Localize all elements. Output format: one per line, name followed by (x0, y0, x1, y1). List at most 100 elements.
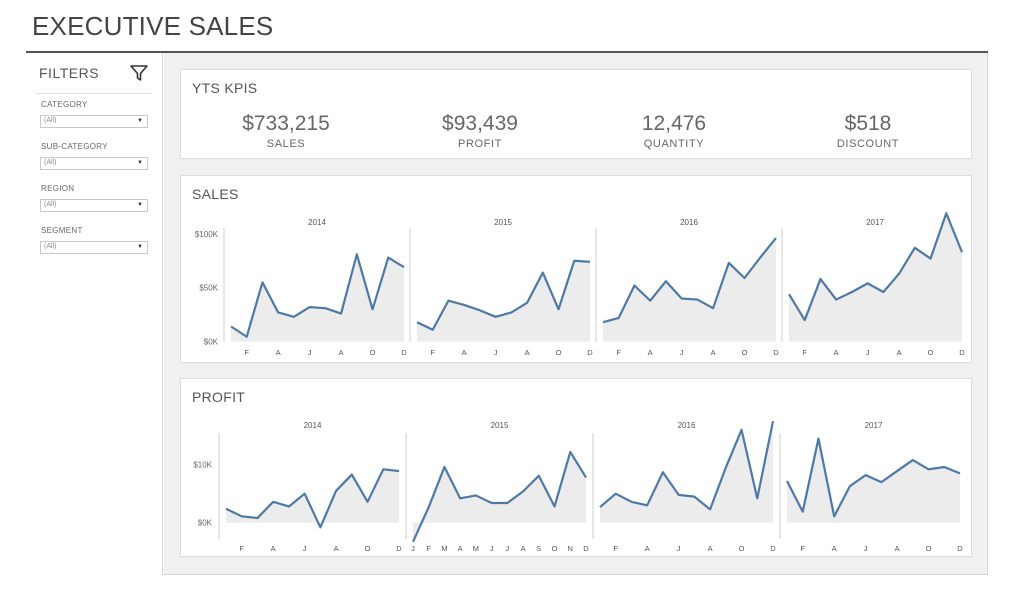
year-label: 2014 (308, 218, 326, 227)
series-line (602, 237, 777, 324)
x-tick-label: A (897, 348, 902, 357)
x-tick-label: A (339, 348, 344, 357)
y-tick-label: $0K (198, 519, 213, 528)
title-divider (26, 51, 988, 53)
filters-title: FILTERS (39, 65, 100, 81)
y-tick-label: $0K (204, 338, 219, 347)
year-label: 2017 (865, 421, 883, 430)
chevron-down-icon: ▼ (137, 202, 143, 208)
x-tick-label: O (739, 544, 745, 553)
x-tick-label: O (370, 348, 376, 357)
x-tick-label: D (401, 348, 407, 357)
kpi-profit: $93,439 PROFIT (380, 112, 580, 150)
x-tick-label: O (928, 348, 934, 357)
x-tick-label: A (521, 544, 526, 553)
x-tick-label: A (711, 348, 716, 357)
filter-segment-dropdown[interactable]: (All) ▼ (40, 241, 148, 254)
x-tick-label: O (365, 544, 371, 553)
filter-sub-category-dropdown[interactable]: (All) ▼ (40, 157, 148, 170)
profit-panel: PROFIT $0K $10K 2014 F A J A O D 2015 J F M A M J J A S O N D… (180, 378, 972, 557)
x-tick-label: J (864, 544, 868, 553)
sales-panel: SALES $0K $50K $100K 2014 F A J A O D 2015 F A J A O D 20… (180, 175, 972, 363)
kpi-sales-value: $733,215 (242, 112, 330, 135)
filter-sub-category-value: (All) (44, 159, 57, 166)
series-area (603, 238, 776, 342)
x-tick-label: M (473, 544, 479, 553)
x-tick-label: F (239, 544, 244, 553)
x-tick-label: J (680, 348, 684, 357)
series-line (599, 420, 775, 511)
x-tick-label: J (677, 544, 681, 553)
x-tick-label: F (616, 348, 621, 357)
x-tick-label: S (536, 544, 541, 553)
series-line (225, 468, 400, 529)
x-tick-label: A (645, 544, 650, 553)
year-label: 2016 (680, 218, 698, 227)
x-tick-label: O (556, 348, 562, 357)
x-tick-label: D (957, 544, 963, 553)
x-tick-label: J (411, 544, 415, 553)
x-tick-label: J (308, 348, 312, 357)
x-tick-label: A (276, 348, 281, 357)
filter-category-value: (All) (44, 117, 57, 124)
sales-chart: $0K $50K $100K 2014 F A J A O D 2015 F A J A O D 2016 F A J A… (195, 212, 965, 357)
kpi-quantity: 12,476 QUANTITY (574, 112, 774, 150)
x-tick-label: J (494, 348, 498, 357)
x-tick-label: J (866, 348, 870, 357)
year-label: 2015 (491, 421, 509, 430)
filter-region-value: (All) (44, 201, 57, 208)
kpi-sales: $733,215 SALES (186, 112, 386, 150)
filter-category-dropdown[interactable]: (All) ▼ (40, 115, 148, 128)
x-tick-label: A (271, 544, 276, 553)
series-area (231, 254, 404, 342)
x-tick-label: D (587, 348, 593, 357)
x-tick-label: O (742, 348, 748, 357)
profit-chart: $0K $10K 2014 F A J A O D 2015 J F M A M J J A S O N D 2016 F A J… (193, 420, 963, 553)
x-tick-label: O (552, 544, 558, 553)
year-label: 2016 (678, 421, 696, 430)
year-label: 2015 (494, 218, 512, 227)
x-tick-label: A (458, 544, 463, 553)
y-tick-label: $100K (195, 230, 219, 239)
y-tick-label: $10K (193, 461, 212, 470)
x-tick-label: D (959, 348, 965, 357)
x-tick-label: F (613, 544, 618, 553)
x-tick-label: F (244, 348, 249, 357)
kpi-profit-value: $93,439 (442, 112, 518, 135)
chevron-down-icon: ▼ (137, 244, 143, 250)
kpi-profit-label: PROFIT (458, 138, 502, 150)
filters-pane: FILTERS CATEGORY (All) ▼ SUB-CATEGORY (A… (26, 53, 163, 575)
x-tick-label: A (462, 348, 467, 357)
x-tick-label: J (490, 544, 494, 553)
chevron-down-icon: ▼ (137, 118, 143, 124)
kpi-quantity-label: QUANTITY (643, 138, 705, 150)
series-line (788, 212, 964, 322)
series-area (789, 213, 962, 342)
x-tick-label: F (800, 544, 805, 553)
x-tick-label: J (303, 544, 307, 553)
filter-category-label: CATEGORY (41, 100, 88, 109)
kpi-discount: $518 DISCOUNT (768, 112, 968, 150)
y-tick-label: $50K (199, 284, 218, 293)
x-tick-label: A (525, 348, 530, 357)
series-area (417, 260, 590, 342)
x-tick-label: F (802, 348, 807, 357)
kpi-discount-label: DISCOUNT (836, 138, 900, 150)
x-tick-label: N (568, 544, 573, 553)
series-line (786, 437, 961, 518)
filter-sub-category-label: SUB-CATEGORY (41, 142, 108, 151)
filter-region-label: REGION (41, 184, 75, 193)
x-tick-label: D (770, 544, 776, 553)
filters-divider (36, 93, 152, 94)
funnel-icon[interactable] (129, 63, 149, 83)
filter-region-dropdown[interactable]: (All) ▼ (40, 199, 148, 212)
x-tick-label: A (895, 544, 900, 553)
series-line (230, 253, 405, 338)
filter-segment-value: (All) (44, 243, 57, 250)
series-area (413, 451, 586, 542)
x-tick-label: A (708, 544, 713, 553)
chevron-down-icon: ▼ (137, 160, 143, 166)
page-title: EXECUTIVE SALES (32, 11, 274, 41)
x-tick-label: M (441, 544, 447, 553)
dashboard-main: YTS KPIS $733,215 SALES $93,439 PROFIT 1… (164, 53, 987, 574)
